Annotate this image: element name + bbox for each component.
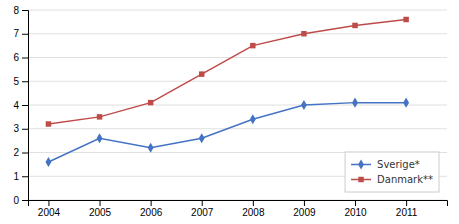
y-tick: 4 [13,100,28,111]
y-tick-mark [22,105,28,106]
x-tick-label: 2007 [191,207,214,218]
y-tick: 1 [13,171,28,182]
y-axis-line [22,11,29,201]
x-tick: 2007 [191,200,214,218]
legend-box [345,152,439,192]
grid-line [28,128,447,129]
series-marker [403,17,408,22]
y-tick-label: 5 [13,76,19,87]
x-tick-mark [253,200,254,206]
y-tick-mark [22,176,28,177]
x-tick: 2006 [140,200,163,218]
y-tick-mark [22,34,28,35]
grid-line [28,10,447,11]
y-tick-label: 4 [13,100,19,111]
series-marker [97,133,103,143]
x-tick-mark [151,200,152,206]
series-marker [46,121,51,126]
legend-label: Sverige* [377,159,420,170]
legend-marker [358,177,363,182]
y-tick-label: 1 [13,171,19,182]
x-axis-line [29,201,448,207]
y-tick: 7 [13,28,28,39]
series-marker [250,114,256,124]
y-tick-label: 0 [13,195,19,206]
y-tick: 3 [13,123,28,134]
y-tick-mark [22,200,28,201]
x-tick: 2009 [293,200,316,218]
legend: Sverige* Danmark** [345,152,439,192]
x-tick-mark [304,200,305,206]
x-tick-label: 2011 [396,207,418,218]
legend-label: Danmark** [377,174,433,185]
series-marker [97,114,102,119]
grid-line [28,33,447,34]
y-tick: 8 [13,5,28,16]
x-tick: 2004 [38,200,61,218]
x-axis: 2004 2005 2006 2007 2008 2009 2010 2011 [29,200,448,218]
series-marker [352,98,358,108]
plot-area [45,17,409,167]
x-tick-mark [202,200,203,206]
y-tick-label: 6 [13,52,19,63]
series-marker [148,100,153,105]
series-marker [301,100,307,110]
y-tick-label: 2 [13,147,19,158]
y-tick: 5 [13,76,28,87]
series-marker [250,43,255,48]
series-line [48,20,406,125]
y-tick: 0 [13,195,28,206]
y-tick-mark [22,153,28,154]
series-marker [199,133,205,143]
y-tick-label: 8 [13,5,19,16]
grid [28,10,447,200]
y-tick-mark [22,81,28,82]
series-marker [352,23,357,28]
y-axis: 0 1 2 3 4 5 6 7 8 [13,5,28,206]
x-tick-mark [355,200,356,206]
series-marker [403,98,409,108]
y-tick-mark [22,58,28,59]
series-marker [148,143,154,153]
y-tick-label: 3 [13,123,19,134]
grid-line [28,81,447,82]
series-marker [45,157,51,167]
x-tick-label: 2008 [242,207,265,218]
legend-marker [358,159,364,169]
x-tick: 2008 [242,200,265,218]
chart: 2004 2005 2006 2007 2008 2009 2010 2011 0 1 2 3 4 5 6 7… [0,0,459,224]
grid-line [28,57,447,58]
y-tick-label: 7 [13,28,19,39]
series-marker [199,71,204,76]
y-tick: 6 [13,52,28,63]
x-tick-label: 2004 [38,207,61,218]
x-tick-label: 2006 [140,207,163,218]
y-tick-mark [22,129,28,130]
x-tick: 2005 [89,200,112,218]
x-tick-label: 2005 [89,207,112,218]
series-marker [301,31,306,36]
x-tick: 2010 [344,200,367,218]
grid-line [28,105,447,106]
x-tick-label: 2010 [344,207,367,218]
y-tick: 2 [13,147,28,158]
x-tick-mark [406,200,407,206]
x-tick-label: 2009 [293,207,316,218]
x-tick: 2011 [396,200,418,218]
x-tick-mark [48,200,49,206]
x-tick-mark [100,200,101,206]
y-tick-mark [22,10,28,11]
